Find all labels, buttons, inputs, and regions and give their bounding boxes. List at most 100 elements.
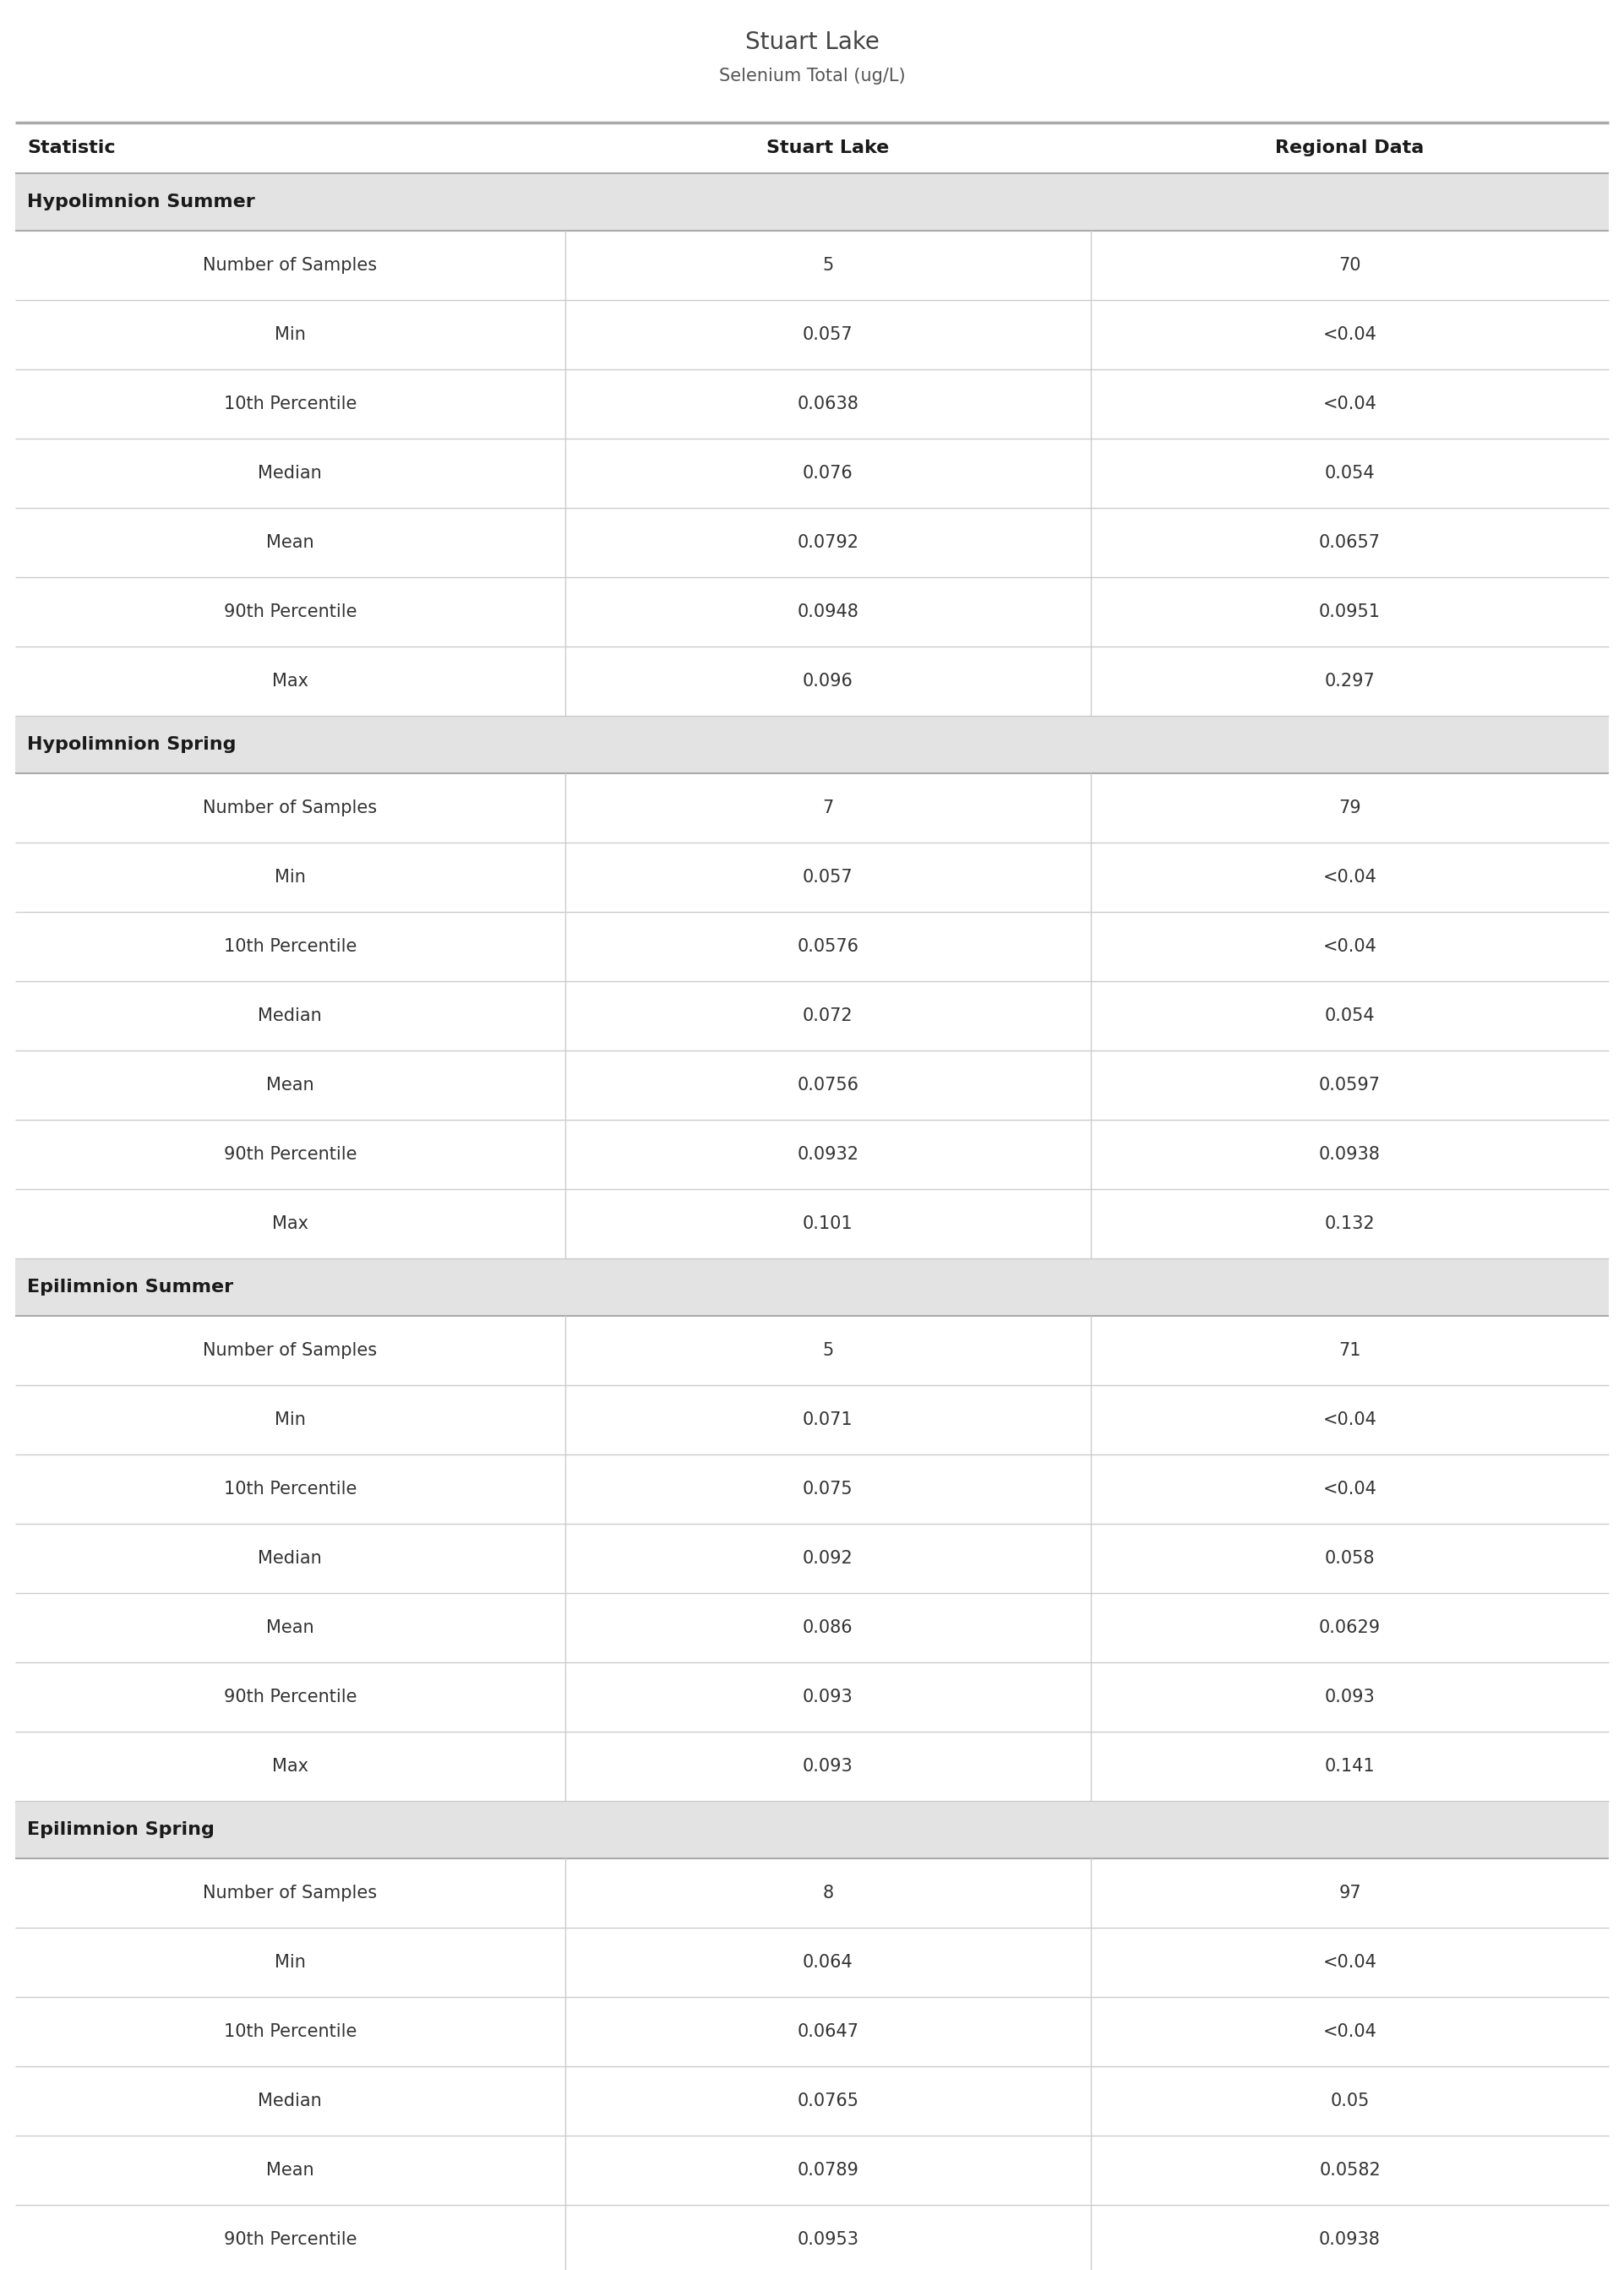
Bar [15,647,1609,715]
Bar [15,1594,1609,1662]
Bar [15,1051,1609,1119]
Text: 0.064: 0.064 [802,1954,853,1970]
Text: 0.05: 0.05 [1330,2093,1369,2109]
Bar [15,300,1609,370]
Text: 0.057: 0.057 [802,327,853,343]
Bar [15,913,1609,981]
Text: Max: Max [271,1214,309,1233]
Text: Hypolimnion Summer: Hypolimnion Summer [28,193,255,211]
Bar [15,1732,1609,1800]
Text: 0.0597: 0.0597 [1319,1076,1380,1094]
Text: 0.101: 0.101 [802,1214,853,1233]
Bar [15,232,1609,300]
Text: <0.04: <0.04 [1324,1412,1377,1428]
Text: Number of Samples: Number of Samples [203,257,377,275]
Text: 0.0638: 0.0638 [797,395,859,413]
Text: <0.04: <0.04 [1324,327,1377,343]
Text: Selenium Total (ug/L): Selenium Total (ug/L) [719,68,905,84]
Text: Stuart Lake: Stuart Lake [745,30,879,54]
Bar [15,508,1609,577]
Bar [15,1119,1609,1189]
Text: 0.076: 0.076 [802,465,853,481]
Text: Mean: Mean [266,2161,313,2179]
Text: 0.086: 0.086 [802,1619,853,1637]
Text: 0.141: 0.141 [1325,1757,1376,1775]
Bar [15,1859,1609,1927]
Text: 90th Percentile: 90th Percentile [224,1689,357,1705]
Text: Number of Samples: Number of Samples [203,1884,377,1902]
Text: Stuart Lake: Stuart Lake [767,138,890,157]
Text: 0.0582: 0.0582 [1319,2161,1380,2179]
Text: 0.075: 0.075 [802,1480,853,1498]
Text: 0.132: 0.132 [1325,1214,1376,1233]
Text: Regional Data: Regional Data [1275,138,1424,157]
Bar [15,173,1609,232]
Text: Mean: Mean [266,533,313,552]
Text: Mean: Mean [266,1076,313,1094]
Text: 90th Percentile: 90th Percentile [224,1146,357,1162]
Text: <0.04: <0.04 [1324,1480,1377,1498]
Text: <0.04: <0.04 [1324,869,1377,885]
Bar [15,774,1609,842]
Bar [15,2066,1609,2136]
Bar [15,1998,1609,2066]
Bar [15,981,1609,1051]
Text: 10th Percentile: 10th Percentile [224,938,357,956]
Bar [15,1800,1609,1859]
Bar [15,370,1609,438]
Text: Max: Max [271,672,309,690]
Text: 5: 5 [822,257,833,275]
Text: Epilimnion Summer: Epilimnion Summer [28,1278,234,1296]
Text: 0.054: 0.054 [1325,1008,1376,1024]
Text: 0.093: 0.093 [802,1757,853,1775]
Text: 7: 7 [822,799,833,817]
Text: 0.0756: 0.0756 [797,1076,859,1094]
Bar [15,1385,1609,1455]
Text: Median: Median [258,1008,322,1024]
Text: Hypolimnion Spring: Hypolimnion Spring [28,735,235,754]
Text: 71: 71 [1338,1342,1361,1360]
Text: 0.054: 0.054 [1325,465,1376,481]
Text: Number of Samples: Number of Samples [203,1342,377,1360]
Text: 0.0647: 0.0647 [797,2023,859,2041]
Text: 0.0948: 0.0948 [797,604,859,620]
Text: 0.072: 0.072 [802,1008,853,1024]
Bar [15,1662,1609,1732]
Bar [15,2136,1609,2204]
Text: 5: 5 [822,1342,833,1360]
Text: 0.093: 0.093 [1325,1689,1376,1705]
Text: Statistic: Statistic [28,138,115,157]
Text: 10th Percentile: 10th Percentile [224,1480,357,1498]
Bar [15,2204,1609,2270]
Text: 0.0932: 0.0932 [797,1146,859,1162]
Text: Median: Median [258,1550,322,1566]
Text: 0.0765: 0.0765 [797,2093,859,2109]
Text: 0.057: 0.057 [802,869,853,885]
Text: 70: 70 [1338,257,1361,275]
Bar [15,1455,1609,1523]
Text: Min: Min [274,327,305,343]
Bar [15,1523,1609,1594]
Text: Min: Min [274,869,305,885]
Bar [15,715,1609,774]
Text: Number of Samples: Number of Samples [203,799,377,817]
Bar [15,1927,1609,1998]
Text: 0.0576: 0.0576 [797,938,859,956]
Bar [15,1317,1609,1385]
Text: 0.092: 0.092 [802,1550,853,1566]
Text: 79: 79 [1338,799,1361,817]
Text: 0.0789: 0.0789 [797,2161,859,2179]
Text: <0.04: <0.04 [1324,938,1377,956]
Text: Epilimnion Spring: Epilimnion Spring [28,1821,214,1839]
Text: 0.0792: 0.0792 [797,533,859,552]
Text: Median: Median [258,2093,322,2109]
Text: Mean: Mean [266,1619,313,1637]
Text: 0.0629: 0.0629 [1319,1619,1380,1637]
Text: 10th Percentile: 10th Percentile [224,2023,357,2041]
Text: 0.093: 0.093 [802,1689,853,1705]
Text: 0.071: 0.071 [802,1412,853,1428]
Text: 8: 8 [822,1884,833,1902]
Text: Min: Min [274,1954,305,1970]
Text: 0.0657: 0.0657 [1319,533,1380,552]
Bar [15,438,1609,508]
